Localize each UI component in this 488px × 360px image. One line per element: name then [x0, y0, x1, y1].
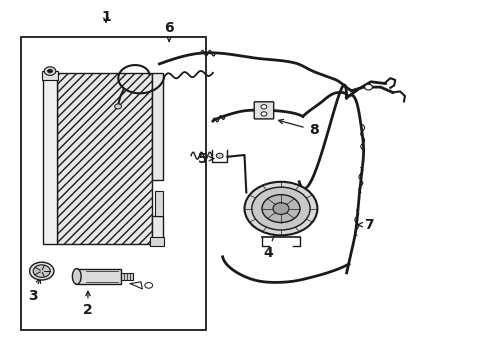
Circle shape [47, 69, 52, 73]
Bar [152, 73, 163, 180]
Bar [57, 73, 152, 244]
Text: 4: 4 [263, 227, 277, 260]
Bar [42, 73, 57, 244]
Circle shape [115, 104, 121, 109]
Text: 5: 5 [198, 152, 214, 166]
Circle shape [33, 265, 50, 277]
Circle shape [244, 182, 317, 235]
Circle shape [216, 153, 223, 158]
Bar [77, 269, 120, 284]
Circle shape [44, 67, 56, 75]
Bar [152, 216, 163, 244]
Bar [154, 191, 163, 216]
Circle shape [30, 262, 54, 280]
FancyBboxPatch shape [254, 102, 273, 119]
Circle shape [261, 105, 266, 109]
Bar [120, 273, 132, 280]
Text: 7: 7 [357, 218, 372, 231]
Bar [149, 237, 164, 246]
Text: 8: 8 [278, 120, 318, 137]
Text: 1: 1 [101, 10, 111, 24]
Circle shape [251, 187, 309, 230]
Text: 6: 6 [164, 21, 174, 41]
Circle shape [261, 112, 266, 116]
Bar [21, 37, 205, 330]
Bar [41, 71, 58, 80]
Circle shape [272, 203, 288, 215]
Ellipse shape [72, 269, 81, 284]
Text: 3: 3 [28, 279, 41, 303]
Text: 2: 2 [83, 291, 93, 318]
Circle shape [364, 84, 372, 90]
Circle shape [262, 195, 299, 222]
